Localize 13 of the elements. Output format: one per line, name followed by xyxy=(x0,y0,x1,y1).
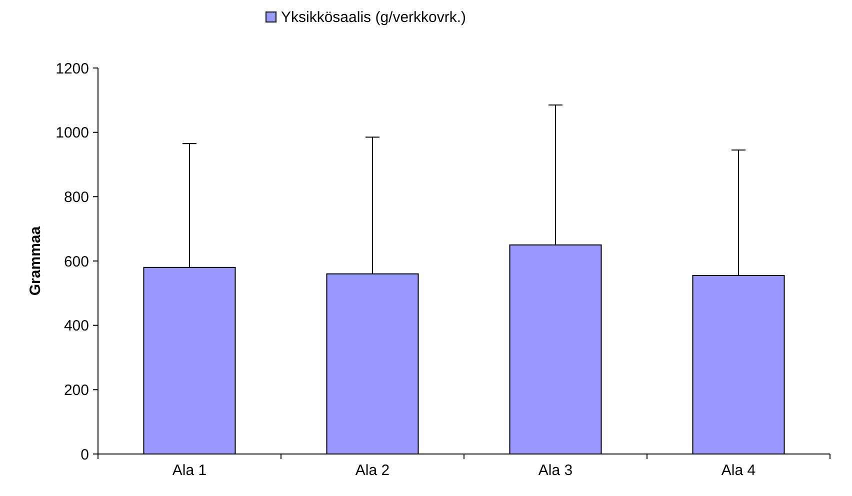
x-tick-label: Ala 3 xyxy=(538,462,573,479)
x-tick-label: Ala 1 xyxy=(172,462,207,479)
y-tick-label: 800 xyxy=(64,188,89,206)
y-tick-label: 600 xyxy=(64,253,89,270)
y-tick-label: 400 xyxy=(64,318,89,335)
x-tick-label: Ala 4 xyxy=(721,462,756,479)
y-tick-label: 0 xyxy=(80,446,89,464)
x-tick-label: Ala 2 xyxy=(355,462,390,479)
y-tick-label: 200 xyxy=(64,382,89,399)
y-tick-label: 1000 xyxy=(56,124,89,142)
y-axis-title: Grammaa xyxy=(27,226,44,296)
legend-label: Yksikkösaalis (g/verkkovrk.) xyxy=(281,9,466,26)
y-tick-label: 1200 xyxy=(56,60,89,78)
